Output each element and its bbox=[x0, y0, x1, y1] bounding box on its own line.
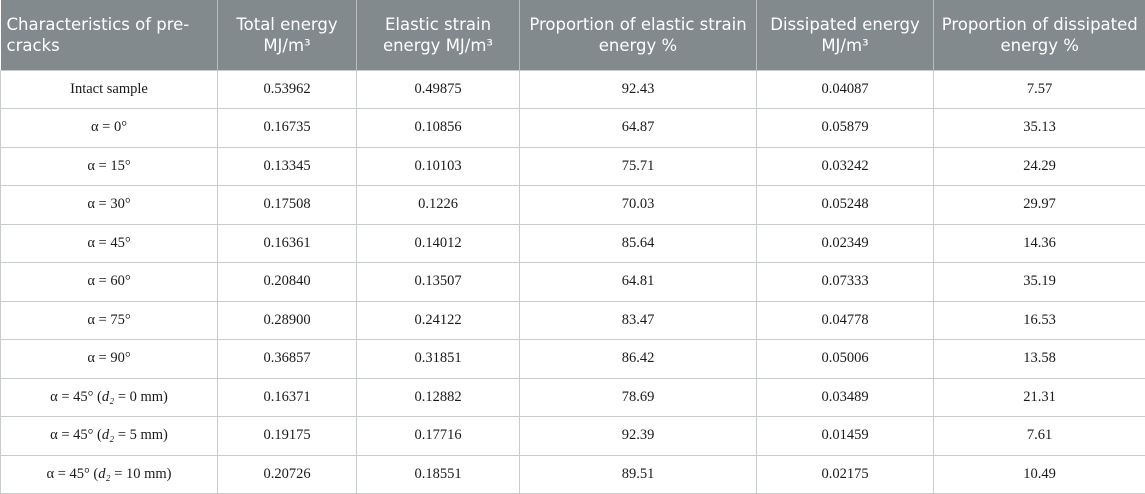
table-row: α = 15° 0.13345 0.10103 75.71 0.03242 24… bbox=[0, 146, 1145, 186]
label-variable: d₂ bbox=[101, 388, 115, 405]
cell-total-energy: 0.17508 bbox=[217, 185, 357, 225]
cell-elastic-energy: 0.10856 bbox=[356, 108, 520, 148]
cell-characteristics: α = 60° bbox=[0, 262, 218, 302]
cell-dissipated-energy: 0.07333 bbox=[756, 262, 934, 302]
table-row: α = 45° (d₂ = 5 mm) 0.19175 0.17716 92.3… bbox=[0, 416, 1145, 456]
table-row: α = 30° 0.17508 0.1226 70.03 0.05248 29.… bbox=[0, 185, 1145, 225]
cell-characteristics: α = 30° bbox=[0, 185, 218, 225]
cell-elastic-proportion: 64.81 bbox=[519, 262, 757, 302]
cell-dissipated-proportion: 13.58 bbox=[933, 339, 1145, 379]
cell-elastic-proportion: 83.47 bbox=[519, 300, 757, 340]
cell-dissipated-proportion: 7.61 bbox=[933, 416, 1145, 456]
cell-elastic-proportion: 78.69 bbox=[519, 377, 757, 417]
cell-characteristics: α = 0° bbox=[0, 108, 218, 148]
cell-characteristics: α = 45° bbox=[0, 223, 218, 263]
cell-elastic-proportion: 85.64 bbox=[519, 223, 757, 263]
cell-elastic-proportion: 70.03 bbox=[519, 185, 757, 225]
label-variable: d₂ bbox=[101, 427, 115, 444]
cell-elastic-proportion: 64.87 bbox=[519, 108, 757, 148]
cell-dissipated-proportion: 14.36 bbox=[933, 223, 1145, 263]
header-elastic-proportion: Proportion of elastic strain energy % bbox=[519, 0, 757, 70]
cell-dissipated-energy: 0.04087 bbox=[756, 69, 934, 109]
table-header: Characteristics of pre-cracks Total ener… bbox=[0, 0, 1145, 70]
cell-dissipated-energy: 0.03489 bbox=[756, 377, 934, 417]
cell-total-energy: 0.28900 bbox=[217, 300, 357, 340]
cell-characteristics: α = 45° (d₂ = 0 mm) bbox=[0, 377, 218, 417]
cell-total-energy: 0.13345 bbox=[217, 146, 357, 186]
cell-elastic-energy: 0.49875 bbox=[356, 69, 520, 109]
cell-characteristics: α = 45° (d₂ = 5 mm) bbox=[0, 416, 218, 456]
cell-total-energy: 0.16361 bbox=[217, 223, 357, 263]
cell-elastic-proportion: 86.42 bbox=[519, 339, 757, 379]
cell-elastic-proportion: 92.39 bbox=[519, 416, 757, 456]
header-total-energy: Total energy MJ/m³ bbox=[217, 0, 357, 70]
cell-elastic-proportion: 89.51 bbox=[519, 454, 757, 494]
label-suffix: = 10 mm) bbox=[110, 465, 172, 482]
cell-dissipated-energy: 0.05248 bbox=[756, 185, 934, 225]
cell-total-energy: 0.53962 bbox=[217, 69, 357, 109]
cell-dissipated-proportion: 7.57 bbox=[933, 69, 1145, 109]
cell-dissipated-proportion: 16.53 bbox=[933, 300, 1145, 340]
cell-characteristics: α = 45° (d₂ = 10 mm) bbox=[0, 454, 218, 494]
cell-elastic-energy: 0.1226 bbox=[356, 185, 520, 225]
table-row: α = 45° (d₂ = 0 mm) 0.16371 0.12882 78.6… bbox=[0, 377, 1145, 417]
label-variable: d₂ bbox=[98, 465, 111, 482]
cell-characteristics: Intact sample bbox=[0, 69, 218, 109]
cell-elastic-energy: 0.13507 bbox=[356, 262, 520, 302]
header-row: Characteristics of pre-cracks Total ener… bbox=[0, 0, 1145, 70]
cell-dissipated-proportion: 21.31 bbox=[933, 377, 1145, 417]
cell-elastic-energy: 0.24122 bbox=[356, 300, 520, 340]
label-prefix: α = 45° ( bbox=[50, 388, 102, 405]
cell-elastic-energy: 0.31851 bbox=[356, 339, 520, 379]
cell-total-energy: 0.16735 bbox=[217, 108, 357, 148]
cell-dissipated-energy: 0.04778 bbox=[756, 300, 934, 340]
cell-elastic-energy: 0.10103 bbox=[356, 146, 520, 186]
cell-elastic-energy: 0.17716 bbox=[356, 416, 520, 456]
label-suffix: = 0 mm) bbox=[114, 388, 168, 405]
cell-dissipated-energy: 0.03242 bbox=[756, 146, 934, 186]
cell-total-energy: 0.20726 bbox=[217, 454, 357, 494]
cell-total-energy: 0.16371 bbox=[217, 377, 357, 417]
cell-elastic-energy: 0.12882 bbox=[356, 377, 520, 417]
cell-total-energy: 0.19175 bbox=[217, 416, 357, 456]
table-row: Intact sample 0.53962 0.49875 92.43 0.04… bbox=[0, 69, 1145, 109]
cell-characteristics: α = 15° bbox=[0, 146, 218, 186]
cell-characteristics: α = 75° bbox=[0, 300, 218, 340]
cell-dissipated-proportion: 29.97 bbox=[933, 185, 1145, 225]
label-prefix: α = 45° ( bbox=[46, 465, 99, 482]
cell-total-energy: 0.36857 bbox=[217, 339, 357, 379]
cell-dissipated-energy: 0.05006 bbox=[756, 339, 934, 379]
cell-elastic-energy: 0.18551 bbox=[356, 454, 520, 494]
cell-elastic-energy: 0.14012 bbox=[356, 223, 520, 263]
cell-dissipated-energy: 0.02349 bbox=[756, 223, 934, 263]
table-row: α = 0° 0.16735 0.10856 64.87 0.05879 35.… bbox=[0, 108, 1145, 148]
table-row: α = 90° 0.36857 0.31851 86.42 0.05006 13… bbox=[0, 339, 1145, 379]
cell-dissipated-proportion: 24.29 bbox=[933, 146, 1145, 186]
header-characteristics: Characteristics of pre-cracks bbox=[0, 0, 218, 70]
header-dissipated-energy: Dissipated energy MJ/m³ bbox=[756, 0, 934, 70]
label-suffix: = 5 mm) bbox=[114, 427, 168, 444]
cell-total-energy: 0.20840 bbox=[217, 262, 357, 302]
header-elastic-strain-energy: Elastic strain energy MJ/m³ bbox=[356, 0, 520, 70]
cell-elastic-proportion: 75.71 bbox=[519, 146, 757, 186]
cell-elastic-proportion: 92.43 bbox=[519, 69, 757, 109]
table-body: Intact sample 0.53962 0.49875 92.43 0.04… bbox=[0, 69, 1145, 494]
label-prefix: α = 45° ( bbox=[50, 427, 102, 444]
header-dissipated-proportion: Proportion of dissipated energy % bbox=[933, 0, 1145, 70]
cell-dissipated-energy: 0.05879 bbox=[756, 108, 934, 148]
cell-characteristics: α = 90° bbox=[0, 339, 218, 379]
table-row: α = 75° 0.28900 0.24122 83.47 0.04778 16… bbox=[0, 300, 1145, 340]
cell-dissipated-proportion: 35.19 bbox=[933, 262, 1145, 302]
table-row: α = 60° 0.20840 0.13507 64.81 0.07333 35… bbox=[0, 262, 1145, 302]
cell-dissipated-proportion: 35.13 bbox=[933, 108, 1145, 148]
table-row: α = 45° 0.16361 0.14012 85.64 0.02349 14… bbox=[0, 223, 1145, 263]
table-row: α = 45° (d₂ = 10 mm) 0.20726 0.18551 89.… bbox=[0, 454, 1145, 494]
cell-dissipated-energy: 0.02175 bbox=[756, 454, 934, 494]
cell-dissipated-proportion: 10.49 bbox=[933, 454, 1145, 494]
cell-dissipated-energy: 0.01459 bbox=[756, 416, 934, 456]
